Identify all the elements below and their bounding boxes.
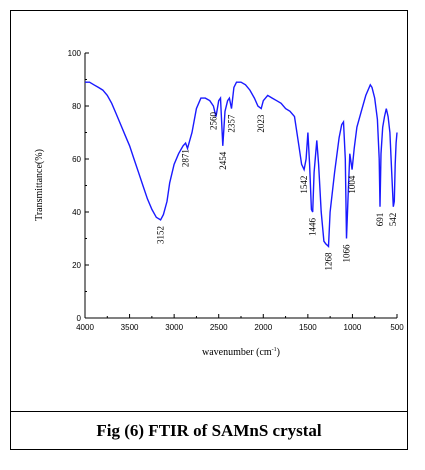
peak-label: 691 xyxy=(375,213,385,227)
x-tick-label: 2000 xyxy=(254,323,272,332)
peak-label: 2357 xyxy=(226,114,236,132)
y-tick-label: 60 xyxy=(72,155,81,164)
caption-divider xyxy=(10,411,408,412)
peak-label: 1066 xyxy=(342,244,352,263)
peak-label: 1542 xyxy=(299,176,309,194)
x-tick-label: 3000 xyxy=(165,323,183,332)
x-tick-label: 1000 xyxy=(344,323,362,332)
figure-frame xyxy=(10,10,408,450)
x-tick-label: 1500 xyxy=(299,323,317,332)
peak-label: 2560 xyxy=(208,112,218,131)
spectrum-line xyxy=(85,81,398,248)
y-tick-label: 40 xyxy=(72,208,81,217)
peak-label: 1446 xyxy=(308,218,318,237)
x-tick-label: 3500 xyxy=(121,323,139,332)
peak-label: 3152 xyxy=(156,226,166,244)
y-tick-label: 0 xyxy=(77,314,82,323)
x-tick-label: 2500 xyxy=(210,323,228,332)
figure-caption: Fig (6) FTIR of SAMnS crystal xyxy=(96,421,322,440)
y-axis-ticks: 0 20 40 60 80 100 xyxy=(68,49,89,323)
x-tick-label: 500 xyxy=(390,323,404,332)
x-axis-label: wavenumber (cm-1) xyxy=(202,347,280,358)
peak-label: 2871 xyxy=(181,149,191,167)
peak-label: 1268 xyxy=(324,252,334,271)
peak-label: 2023 xyxy=(256,114,266,132)
y-tick-label: 100 xyxy=(68,49,82,58)
y-tick-label: 80 xyxy=(72,102,81,111)
peak-label: 1004 xyxy=(347,175,357,194)
peak-label: 542 xyxy=(388,213,398,227)
x-tick-label: 4000 xyxy=(76,323,94,332)
y-tick-label: 20 xyxy=(72,261,81,270)
y-axis-label: Transmittance(%) xyxy=(34,149,45,221)
peak-label: 2454 xyxy=(218,151,228,170)
x-axis-ticks: 4000 3500 3000 2500 2000 1500 1000 500 xyxy=(76,314,404,332)
peak-annotations: 3152 2871 2560 2454 2357 2023 1542 1446 1268 1066… xyxy=(156,112,399,271)
